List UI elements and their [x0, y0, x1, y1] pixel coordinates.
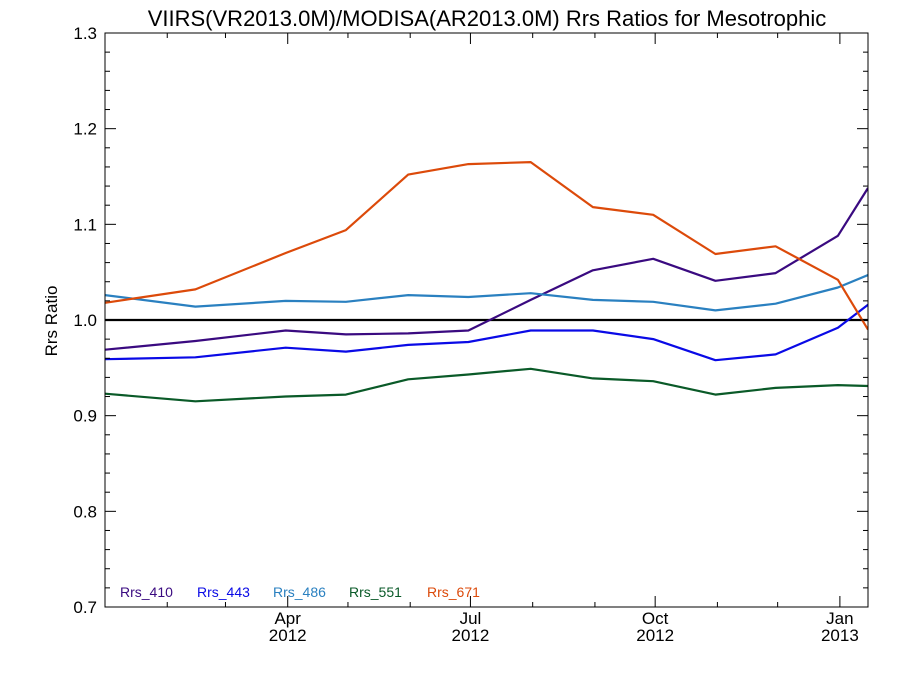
legend-label-rrs-671: Rrs_671 [427, 584, 480, 600]
y-tick-label: 0.7 [73, 598, 97, 617]
y-tick-label: 1.1 [73, 215, 97, 234]
legend-label-rrs-443: Rrs_443 [197, 584, 250, 600]
legend-label-rrs-551: Rrs_551 [349, 584, 402, 600]
x-tick-label-month: Jan [826, 609, 853, 628]
legend: Rrs_410 Rrs_443 Rrs_486 Rrs_551 Rrs_671 [120, 584, 480, 600]
series-line-rrs-671 [105, 161, 868, 331]
x-tick-label-year: 2012 [636, 626, 674, 645]
series-line-rrs-443 [105, 303, 868, 362]
y-tick-label: 0.8 [73, 502, 97, 521]
y-tick-label: 1.3 [73, 24, 97, 43]
axes: 0.70.80.91.01.11.21.3Apr2012Jul2012Oct20… [73, 24, 869, 645]
x-tick-label-year: 2013 [821, 626, 859, 645]
y-axis-label: Rrs Ratio [42, 286, 61, 357]
y-tick-label: 1.2 [73, 120, 97, 139]
y-tick-label: 1.0 [73, 311, 97, 330]
legend-label-rrs-410: Rrs_410 [120, 584, 173, 600]
plot-area [105, 161, 868, 403]
series-line-rrs-486 [105, 273, 868, 312]
x-tick-label-year: 2012 [452, 626, 490, 645]
x-tick-label-month: Apr [274, 609, 301, 628]
legend-label-rrs-486: Rrs_486 [273, 584, 326, 600]
x-tick-label-year: 2012 [269, 626, 307, 645]
series-line-rrs-551 [105, 367, 868, 403]
series-line-rrs-410 [105, 187, 868, 351]
y-tick-label: 0.9 [73, 407, 97, 426]
chart-title: VIIRS(VR2013.0M)/MODISA(AR2013.0M) Rrs R… [148, 6, 827, 31]
x-tick-label-month: Oct [642, 609, 669, 628]
x-tick-label-month: Jul [460, 609, 482, 628]
